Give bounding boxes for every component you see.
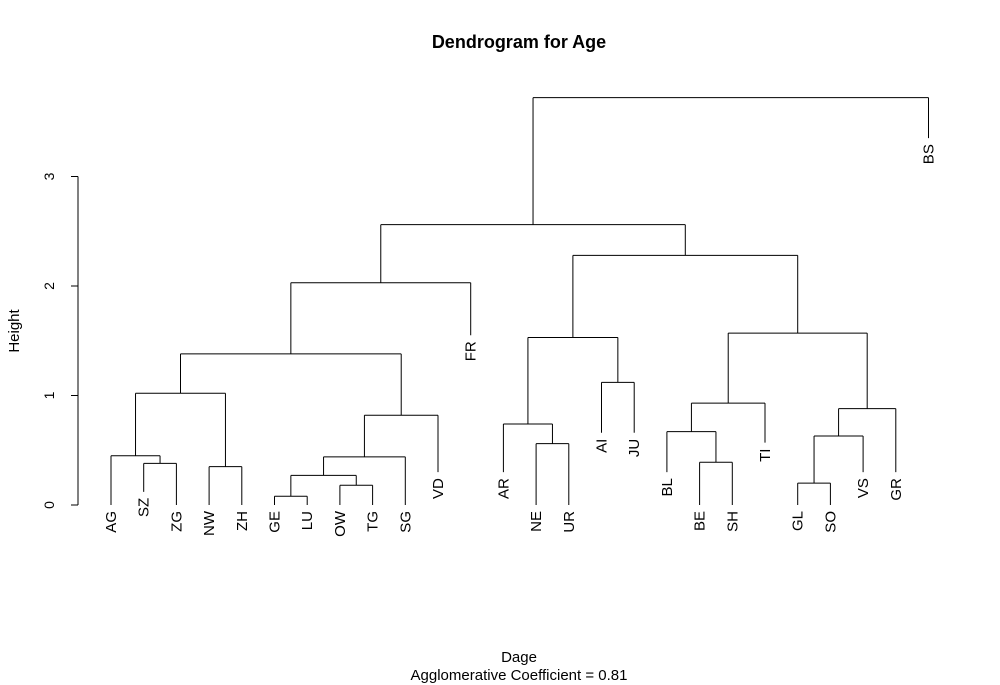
leaf-label-gl: GL: [790, 511, 807, 531]
leaf-label-be: BE: [692, 511, 709, 531]
coefficient-label: Agglomerative Coefficient = 0.81: [411, 667, 628, 684]
y-tick-label-3: 3: [41, 172, 57, 180]
leaf-label-ow: OW: [332, 510, 349, 537]
leaf-labels: AG SZ ZG NW ZH GE LU OW TG SG VD FR AR NE UR AI JU BL BE SH…: [103, 144, 938, 537]
leaf-label-ag: AG: [103, 511, 120, 533]
leaf-label-ti: TI: [757, 449, 774, 462]
leaf-label-sg: SG: [397, 511, 414, 533]
leaf-label-zh: ZH: [234, 511, 251, 531]
leaf-label-lu: LU: [299, 511, 316, 530]
leaf-label-vd: VD: [430, 478, 447, 499]
leaf-label-ju: JU: [626, 439, 643, 457]
leaf-label-ne: NE: [528, 511, 545, 532]
leaf-label-tg: TG: [365, 511, 382, 532]
leaf-label-zg: ZG: [168, 511, 185, 532]
leaf-label-fr: FR: [463, 341, 480, 361]
y-axis-label: Height: [6, 308, 23, 352]
chart-title: Dendrogram for Age: [432, 32, 606, 52]
y-tick-label-1: 1: [41, 391, 57, 399]
leaf-label-sz: SZ: [136, 498, 153, 517]
leaf-label-vs: VS: [855, 478, 872, 498]
leaf-label-bs: BS: [921, 144, 938, 164]
leaf-label-ge: GE: [267, 511, 284, 533]
x-axis-label: Dage: [501, 649, 537, 666]
leaf-label-ai: AI: [594, 439, 611, 453]
y-tick-label-0: 0: [41, 501, 57, 509]
y-axis: 0 1 2 3: [41, 172, 79, 509]
y-tick-label-2: 2: [41, 282, 57, 290]
leaf-label-gr: GR: [888, 478, 905, 501]
dendrogram-tree: [110, 97, 929, 505]
leaf-label-ar: AR: [495, 478, 512, 499]
leaf-label-so: SO: [822, 511, 839, 533]
leaf-label-sh: SH: [724, 511, 741, 532]
leaf-label-ur: UR: [561, 511, 578, 533]
leaf-label-bl: BL: [659, 478, 676, 496]
leaf-label-nw: NW: [201, 510, 218, 536]
